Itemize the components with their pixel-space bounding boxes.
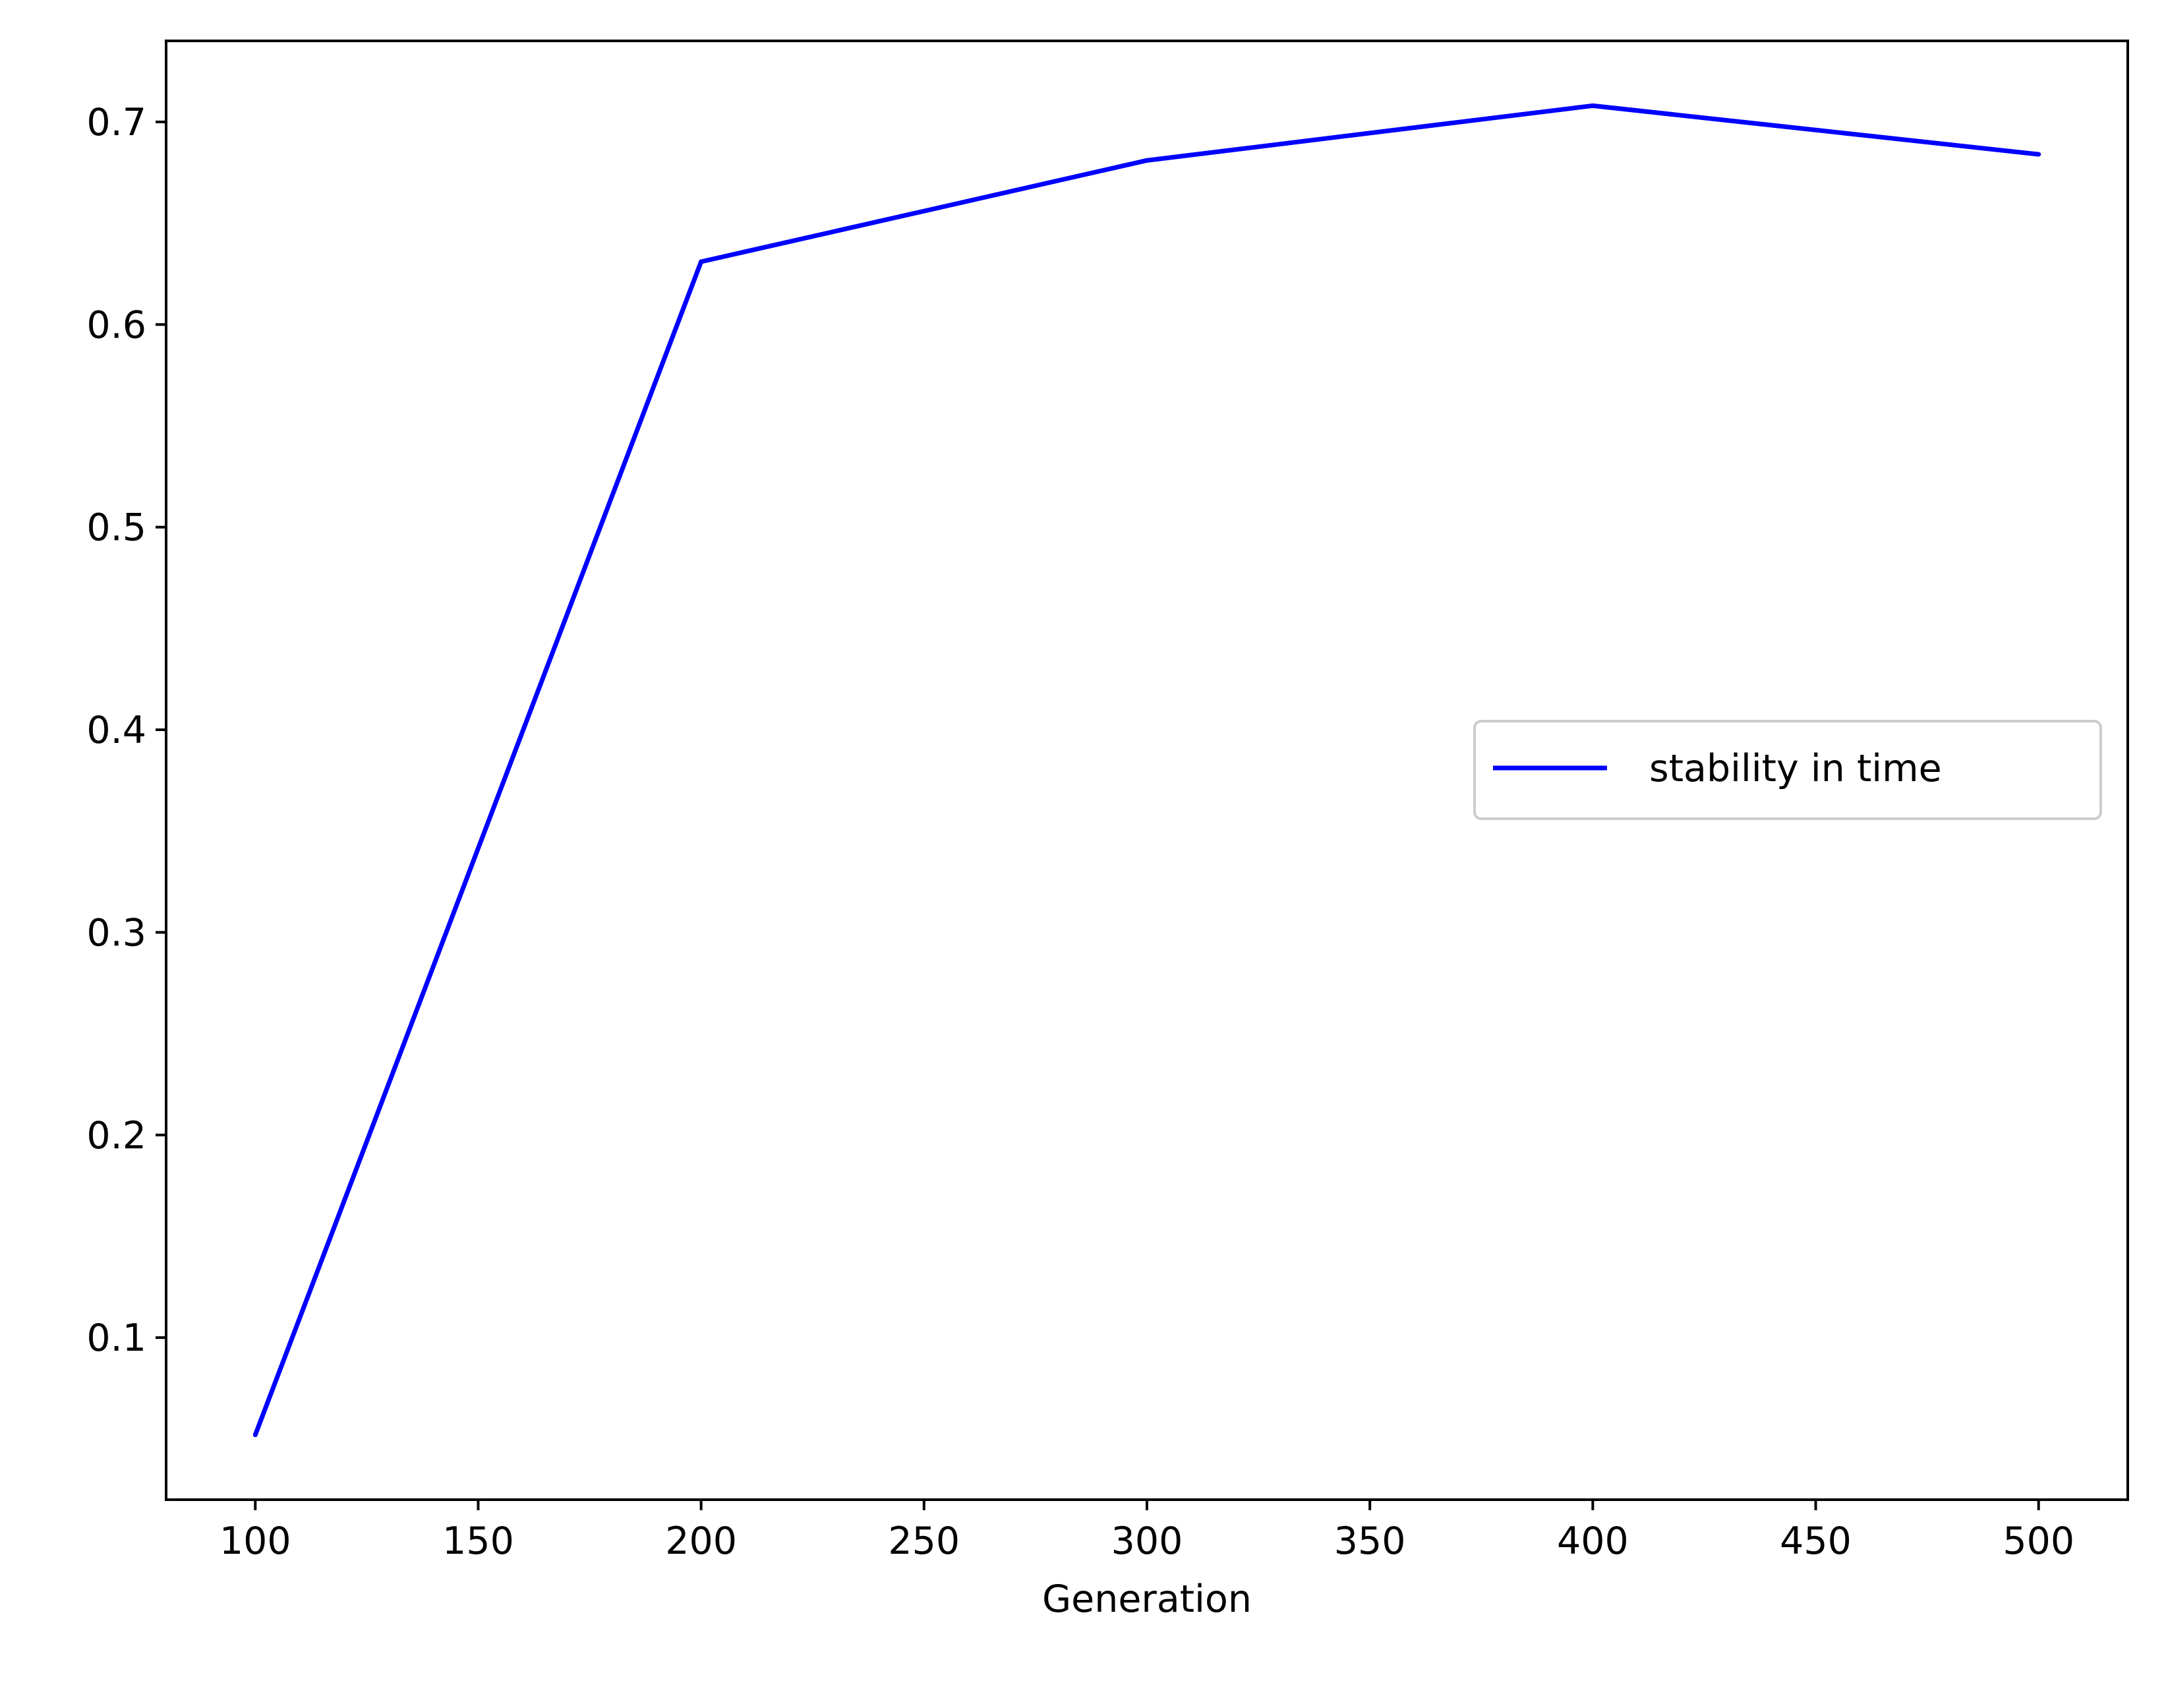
- x-axis-ticks: 100 150 200 250 300 350 400 450 500: [220, 1500, 2074, 1563]
- data-point: [252, 1432, 258, 1438]
- x-tick-label: 450: [1780, 1519, 1852, 1563]
- y-tick-label: 0.4: [86, 709, 146, 752]
- x-tick-label: 300: [1111, 1519, 1183, 1563]
- x-tick-label: 100: [220, 1519, 291, 1563]
- x-tick-label: 350: [1334, 1519, 1406, 1563]
- data-point: [2036, 152, 2041, 157]
- y-tick-label: 0.7: [86, 101, 146, 144]
- x-tick-label: 400: [1557, 1519, 1629, 1563]
- x-tick-label: 250: [888, 1519, 960, 1563]
- x-tick-label: 150: [442, 1519, 514, 1563]
- data-point: [1144, 158, 1150, 163]
- y-tick-label: 0.2: [86, 1114, 146, 1158]
- y-tick-label: 0.3: [86, 911, 146, 955]
- series-layer: [252, 103, 2041, 1438]
- y-tick-label: 0.5: [86, 506, 146, 550]
- x-axis-title: Generation: [1042, 1577, 1252, 1621]
- legend-label: stability in time: [1649, 747, 1942, 790]
- y-tick-label: 0.1: [86, 1316, 146, 1360]
- y-axis-ticks: 0.1 0.2 0.3 0.4 0.5 0.6 0.7: [86, 101, 166, 1360]
- legend: stability in time: [1473, 720, 2102, 820]
- y-tick-label: 0.6: [86, 303, 146, 347]
- plot-area-frame: [165, 40, 2129, 1501]
- legend-box: [1473, 720, 2102, 820]
- data-point: [699, 259, 704, 264]
- data-point: [1590, 103, 1595, 108]
- x-tick-label: 200: [665, 1519, 737, 1563]
- x-tick-label: 500: [2003, 1519, 2074, 1563]
